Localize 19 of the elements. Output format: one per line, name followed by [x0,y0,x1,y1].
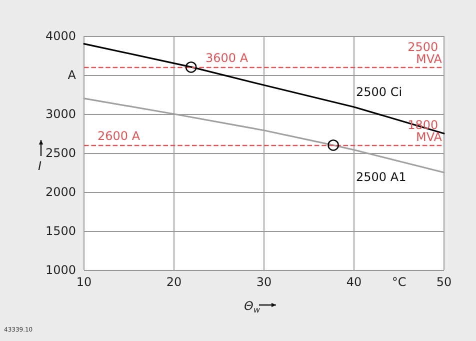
y-tick-label: 1500 [45,224,76,238]
y-tick-label: 3000 [45,107,76,121]
y-tick-label: 2000 [45,185,76,199]
ref-line-label: 2600 A [98,129,141,144]
ref-line-label: 3600 A [206,51,249,66]
y-tick-label: 4000 [45,29,76,43]
x-tick-label: 50 [436,275,452,289]
x-tick-label: °C [392,275,406,289]
y-axis-title: I [38,159,42,174]
x-tick-label: 40 [346,275,362,289]
series-label: 2500 Ci [356,84,402,99]
x-tick-label: 30 [256,275,272,289]
y-tick-label: A [68,68,77,82]
series-label: 2500 A1 [356,170,406,184]
x-tick-label: 10 [76,275,92,289]
y-tick-label: 2500 [45,146,76,160]
x-tick-label: 20 [166,275,182,289]
annotation: 2500 MVA [408,40,443,66]
y-tick-label: 1000 [45,263,76,277]
